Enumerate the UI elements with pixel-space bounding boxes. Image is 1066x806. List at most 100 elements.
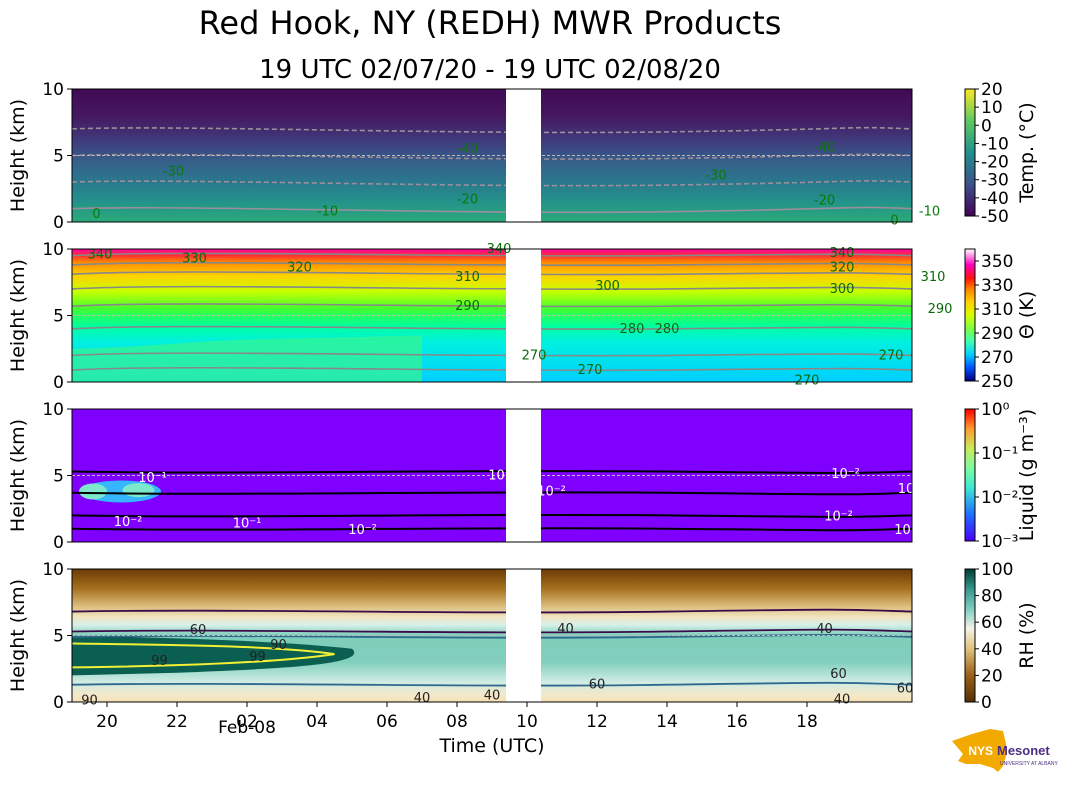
contour-label: 99 <box>151 654 168 669</box>
y-tick-label: 0 <box>53 373 64 393</box>
colorbar-tick-label: 350 <box>981 252 1013 272</box>
y-tick-label: 5 <box>53 627 64 647</box>
liq-contour <box>71 527 913 532</box>
colorbar-tick-label: 10⁻³ <box>981 532 1018 552</box>
colorbar-tick-label: -20 <box>981 153 1009 173</box>
data-gap <box>506 89 541 222</box>
temp-isotherm <box>71 153 913 160</box>
colorbar-label: Liquid (g m⁻³) <box>1016 409 1038 541</box>
y-tick-label: 0 <box>53 213 64 233</box>
liq-contour <box>71 513 913 518</box>
contour-label: 300 <box>830 282 855 297</box>
contour-label: 10⁻¹ <box>233 516 262 531</box>
theta-isentrope <box>71 261 913 267</box>
new-york-state-icon <box>952 729 1006 772</box>
colorbar <box>964 568 976 703</box>
colorbar-tick-label: 80 <box>981 587 1003 607</box>
contour-label: 10⁻² <box>894 523 923 538</box>
contour-label: 10⁻² <box>348 523 377 538</box>
colorbar <box>964 88 976 217</box>
y-tick-label: 10 <box>42 240 64 260</box>
contour-label: 40 <box>816 622 833 637</box>
main-title: Red Hook, NY (REDH) MWR Products <box>198 4 782 42</box>
contour-label: 300 <box>595 279 620 294</box>
panel-rh: 60 90 99 99 90 40 40 40 60 40 60 60 40 0 5 10 Height (km… <box>7 560 1038 757</box>
colorbar-tick-label: 10 <box>981 98 1003 118</box>
temp-isotherm <box>71 126 913 134</box>
x-tick-label: 14 <box>656 712 678 732</box>
y-tick-label: 0 <box>53 693 64 713</box>
contour-label: -10 <box>317 204 338 219</box>
data-gap <box>506 409 541 542</box>
contour-label: 280 <box>655 322 680 337</box>
contour-label: 10⁻¹ <box>138 471 167 486</box>
theta-isentrope <box>71 271 913 276</box>
contour-label: -40 <box>814 141 835 156</box>
theta-warm-pocket <box>72 335 422 382</box>
contour-label: 40 <box>834 692 851 707</box>
colorbar-tick-label: 330 <box>981 276 1013 296</box>
colorbar-tick-label: -40 <box>981 189 1009 209</box>
colorbar-tick-label: -10 <box>981 134 1009 154</box>
rh-contour <box>71 628 913 634</box>
contour-label: 60 <box>190 623 207 638</box>
y-tick-label: 0 <box>53 533 64 553</box>
logo-text-mesonet: Mesonet <box>997 743 1050 758</box>
theta-isentrope <box>71 303 913 308</box>
liq-contour <box>71 491 913 496</box>
y-tick-label: 5 <box>53 147 64 167</box>
x-tick-label: 06 <box>376 712 398 732</box>
y-tick-label: 5 <box>53 307 64 327</box>
colorbar-label: Θ (K) <box>1016 291 1038 339</box>
colorbar-tick-label: 40 <box>981 640 1003 660</box>
contour-label: 270 <box>795 374 820 389</box>
contour-label: 280 <box>620 322 645 337</box>
colorbar-tick-label: -30 <box>981 171 1009 191</box>
contour-label: 40 <box>557 622 574 637</box>
colorbar-label: RH (%) <box>1016 602 1038 668</box>
x-tick-label: 02 <box>236 712 258 732</box>
y-axis-label: Height (km) <box>7 259 29 372</box>
theta-isentrope <box>71 325 913 330</box>
contour-label: 90 <box>81 694 98 709</box>
x-tick-label: 04 <box>306 712 328 732</box>
x-tick-label: 22 <box>166 712 188 732</box>
contour-label: 330 <box>182 251 207 266</box>
contour-label: 270 <box>879 348 904 363</box>
colorbar-tick-label: 10⁻² <box>981 488 1018 508</box>
y-tick-label: 10 <box>42 80 64 100</box>
contour-label: 90 <box>270 638 287 653</box>
contour-label: 290 <box>928 302 953 317</box>
contour-label: -40 <box>457 142 478 157</box>
panel-liq: 10⁻¹ 10⁻² 10⁻¹ 10⁻² 10⁻² 10⁻² 10⁻² 10⁻² 10⁻² 10⁻²… <box>7 400 1038 553</box>
contour-label: 310 <box>455 270 480 285</box>
contour-label: 320 <box>830 261 855 276</box>
contour-label: -30 <box>163 164 184 179</box>
contour-label: 270 <box>522 348 547 363</box>
colorbar <box>964 408 976 542</box>
contour-label: 10⁻² <box>831 467 860 482</box>
data-gap <box>506 249 541 382</box>
contour-label: -10 <box>919 204 940 219</box>
colorbar <box>964 248 976 382</box>
contour-label: 340 <box>830 246 855 261</box>
contour-label: 0 <box>92 207 100 222</box>
rh-contour <box>71 608 913 614</box>
colorbar-tick-label: 100 <box>981 560 1013 580</box>
contour-label: 10⁻² <box>537 484 566 499</box>
contour-label: 340 <box>88 247 113 262</box>
colorbar-tick-label: -50 <box>981 207 1009 227</box>
x-axis-label: Time (UTC) <box>438 735 544 757</box>
contour-label: 60 <box>830 667 847 682</box>
rh-contour <box>71 681 913 687</box>
date-label: Feb-08 <box>218 718 276 738</box>
contour-label: 10⁻² <box>488 469 517 484</box>
colorbar-label: Temp. (°C) <box>1016 102 1038 203</box>
temp-isotherm <box>71 180 913 187</box>
y-axis-label: Height (km) <box>7 579 29 692</box>
y-tick-label: 10 <box>42 400 64 420</box>
contour-label: 290 <box>455 299 480 314</box>
theta-isentrope <box>71 252 913 257</box>
theta-isentrope <box>71 366 913 372</box>
